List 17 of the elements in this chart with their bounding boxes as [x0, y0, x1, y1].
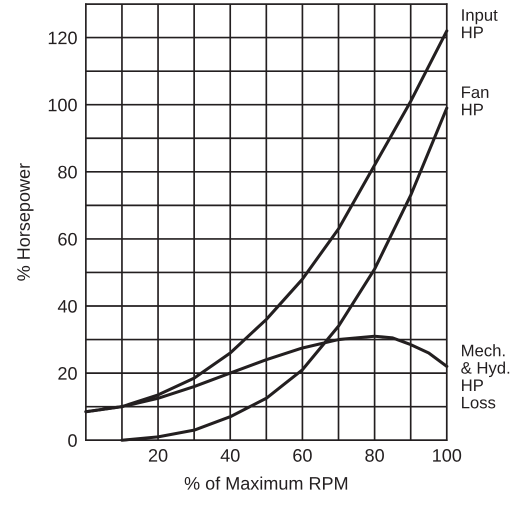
- series-label: Mech. & Hyd. HP Loss: [461, 344, 510, 408]
- y-tick-label: 80: [58, 166, 77, 179]
- x-tick-label: 60: [293, 449, 312, 462]
- y-tick-label: 20: [58, 367, 77, 380]
- y-axis-title: % Horsepower: [17, 163, 34, 281]
- y-tick-label: 100: [48, 98, 77, 112]
- x-tick-label: 80: [365, 449, 384, 462]
- series-label: Fan HP: [462, 86, 488, 116]
- x-axis-title: % of Maximum RPM: [184, 476, 348, 490]
- y-tick-label: 60: [58, 232, 77, 246]
- x-tick-label: 40: [220, 449, 240, 462]
- x-tick-label: 20: [148, 449, 168, 462]
- y-tick-label: 40: [58, 300, 77, 313]
- y-tick-label: 120: [48, 32, 77, 44]
- series-label: Input HP: [462, 9, 498, 38]
- y-tick-label: 0: [68, 434, 77, 447]
- x-tick-label: 100: [433, 449, 462, 462]
